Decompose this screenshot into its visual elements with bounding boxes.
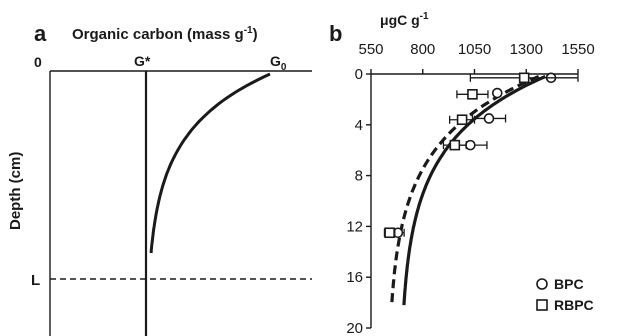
y-tick-label: 4 xyxy=(355,117,363,134)
panel-b-letter: b xyxy=(329,21,342,46)
point-rbpc xyxy=(449,139,461,151)
panel-b-axes: 550 800 1050 1300 1550 0 4 8 12 16 20 xyxy=(346,41,594,336)
point-rbpc xyxy=(456,114,468,126)
x-tick-label: 1550 xyxy=(561,41,594,58)
x-tick-label: 1050 xyxy=(458,41,491,58)
depth-l-label: L xyxy=(31,272,40,289)
panel-a-decay-curve xyxy=(149,72,271,254)
x-tick-label: 800 xyxy=(410,41,435,58)
legend-bpc-label: BPC xyxy=(554,276,584,292)
panel-a-letter: a xyxy=(34,21,47,46)
point-bpc xyxy=(491,87,503,99)
panel-b: b μgC g-1 550 800 1050 1300 1550 0 4 8 12 16 20 BP… xyxy=(329,11,595,336)
x-tick-label: 550 xyxy=(358,41,383,58)
fit-line-rbpc xyxy=(390,75,540,306)
y-tick-label: 16 xyxy=(346,269,363,286)
point-rbpc xyxy=(384,227,395,239)
y-tick-label: 20 xyxy=(346,320,363,336)
x-zero-label: 0 xyxy=(34,54,42,70)
point-rbpc xyxy=(467,89,478,100)
data-points xyxy=(383,72,579,239)
fit-line-bpc xyxy=(402,75,546,306)
y-tick-label: 8 xyxy=(355,168,363,185)
y-tick-label: 0 xyxy=(355,66,363,83)
legend-rbpc-label: RBPC xyxy=(554,297,594,313)
x-axis-title: μgC g-1 xyxy=(380,11,429,28)
fit-curves xyxy=(390,75,546,306)
g0-label: G0 xyxy=(270,53,287,73)
x-tick-label: 1300 xyxy=(510,41,543,58)
legend: BPC RBPC xyxy=(536,276,594,313)
panel-a: a Organic carbon (mass g-1) 0 G* G0 L De… xyxy=(7,21,312,336)
y-tick-label: 12 xyxy=(346,218,363,235)
point-bpc xyxy=(483,113,495,124)
point-bpc xyxy=(465,139,476,151)
depth-axis-label: Depth (cm) xyxy=(7,152,24,230)
legend-rbpc-marker xyxy=(536,299,548,311)
point-rbpc xyxy=(518,72,530,84)
legend-bpc-marker xyxy=(536,278,548,290)
g-star-label: G* xyxy=(134,53,151,69)
panel-a-title: Organic carbon (mass g-1) xyxy=(72,25,258,43)
